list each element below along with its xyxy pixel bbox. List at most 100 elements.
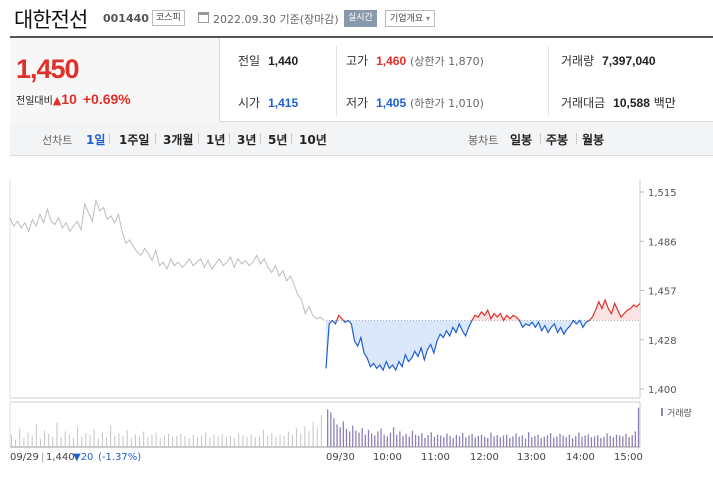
volume-bar-today [389, 432, 392, 447]
volume-bar-prev-day [163, 435, 165, 447]
company-overview-button[interactable]: 기업개요 ▾ [385, 10, 436, 27]
price-chart[interactable]: 1,515 1,486 1,457 1,428 1,400 거래량 09/29 09/30 10… [0, 160, 713, 485]
volume-bar-prev-day [201, 435, 203, 447]
market-badge: 코스피 [152, 10, 185, 26]
realtime-button[interactable]: 실시간 [344, 10, 377, 27]
stock-code: 001440 [103, 12, 149, 25]
volume-legend-label: 거래량 [667, 407, 692, 419]
change-label: 전일대비 [16, 96, 53, 107]
tab-period-3y[interactable]: 3년 [237, 133, 257, 147]
volume-bar-today [370, 433, 373, 447]
volume-bar-today [421, 433, 423, 447]
volume-bar-today [531, 437, 533, 447]
volume-bar-today [374, 435, 376, 447]
y-tick-label: 1,486 [648, 237, 677, 248]
volume-bar-prev-day [35, 424, 37, 447]
tab-separator [109, 133, 110, 144]
volume-bar-today [565, 437, 567, 447]
volume-bar-prev-day [48, 433, 50, 447]
volume-bar-prev-day [155, 432, 157, 447]
tab-candle-monthly[interactable]: 월봉 [582, 133, 605, 147]
low-label: 저가 [346, 96, 369, 110]
volume-bar-today [458, 436, 461, 447]
x-tick-label: 09/29 [10, 452, 39, 463]
tab-period-3m[interactable]: 3개월 [163, 133, 194, 147]
volume-bar-prev-day [275, 436, 277, 447]
volume-bar-prev-day [172, 436, 174, 447]
open-value: 1,415 [268, 96, 299, 110]
x-tick-label: 15:00 [614, 452, 643, 463]
volume-bar-prev-day [304, 426, 306, 447]
volume-bar-prev-day [39, 438, 41, 447]
volume-bar-today [468, 435, 470, 447]
chart-tab-bar: 선차트 1일 1주일 3개월 1년 3년 5년 10년 봉차트 일봉 주봉 월봉 [10, 122, 713, 156]
tab-period-10y[interactable]: 10년 [299, 133, 327, 147]
volume-bar-prev-day [11, 434, 12, 447]
tab-candle-weekly[interactable]: 주봉 [546, 133, 569, 147]
volume-bar-today [597, 435, 599, 447]
volume-bar-prev-day [291, 435, 293, 447]
y-tick-label: 1,457 [648, 287, 677, 298]
volume-bar-prev-day [118, 433, 120, 447]
price-chart-svg[interactable]: 1,515 1,486 1,457 1,428 1,400 거래량 09/29 09/30 10… [0, 160, 713, 485]
volume-bar-prev-day [205, 432, 207, 447]
volume-bar-today [540, 437, 542, 447]
volume-bar-prev-day [134, 434, 136, 447]
lower-limit: (하한가 1,010) [409, 97, 484, 110]
volume-bar-prev-day [60, 437, 62, 447]
volume-bar-prev-day [89, 435, 91, 447]
volume-bar-prev-day [130, 437, 132, 447]
upper-limit: (상한가 1,870) [409, 55, 484, 68]
volume-bar-today [553, 437, 555, 447]
volume-bar-today [443, 437, 445, 447]
volume-bar-today [502, 435, 505, 447]
volume-bar-today [430, 432, 432, 447]
volume-bar-prev-day [110, 425, 112, 447]
volume-bar-today [562, 435, 564, 447]
stat-volume: 거래량 7,397,040 [561, 52, 656, 69]
tab-period-1d[interactable]: 1일 [86, 133, 106, 147]
volume-bar-today [543, 436, 545, 447]
volume-bar-today [327, 409, 329, 447]
volume-bar-today [600, 437, 602, 447]
volume-bar-today [449, 435, 451, 447]
area-fill-up [326, 299, 640, 321]
volume-bar-prev-day [44, 430, 46, 447]
volume-bar-prev-day [184, 436, 186, 447]
volume-bar-today [462, 433, 464, 447]
volume-bar-prev-day [229, 435, 231, 447]
candle-chart-label: 봉차트 [468, 134, 499, 147]
volume-bar-today [480, 434, 483, 447]
volume-bar-today [625, 433, 627, 447]
price-summary: 1,450 전일대비▲10 +0.69% 전일 1,440 고가 1,460 (상한가… [10, 36, 713, 122]
volume-bar-today [386, 436, 388, 447]
volume-bar-prev-day [258, 436, 260, 447]
up-arrow-icon: ▲ [52, 94, 62, 107]
volume-bar-today [358, 432, 360, 447]
volume-bar-prev-day [234, 437, 236, 447]
volume-bar-today [587, 434, 589, 447]
volume-bar-prev-day [192, 434, 194, 447]
volume-bar-prev-day [267, 435, 269, 447]
volume-bar-prev-day [97, 438, 99, 447]
volume-bar-prev-day [159, 438, 161, 447]
volume-bar-today [527, 432, 530, 447]
current-price: 1,450 [16, 54, 80, 84]
volume-bar-prev-day [176, 435, 178, 447]
volume-bar-today [496, 435, 498, 447]
tab-candle-daily[interactable]: 일봉 [510, 133, 533, 147]
volume-bar-prev-day [188, 437, 190, 447]
volume-bar-prev-day [85, 433, 87, 447]
volume-bar-today [581, 436, 583, 447]
tab-period-1y[interactable]: 1년 [206, 133, 226, 147]
tab-separator [540, 133, 541, 144]
volume-bar-today [342, 421, 344, 447]
tab-period-1w[interactable]: 1주일 [119, 133, 150, 147]
x-tick-label: 12:00 [470, 452, 499, 463]
volume-bar-today [505, 434, 508, 447]
volume-bar-today [377, 431, 379, 447]
series-line-prev-day [9, 198, 325, 321]
tab-period-5y[interactable]: 5년 [268, 133, 288, 147]
volume-bar-today [383, 434, 385, 447]
volume-bar-prev-day [68, 434, 70, 447]
